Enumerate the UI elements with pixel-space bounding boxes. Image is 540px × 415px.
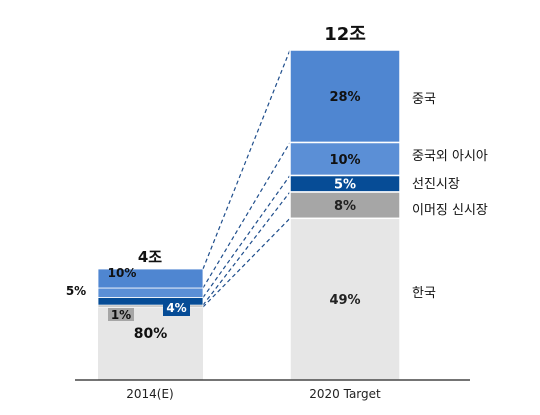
x-tick-label-2014: 2014(E) <box>126 387 173 401</box>
data-label-2014-korea: 80% <box>134 326 168 342</box>
legend-label-1: 이머징 신시장 <box>412 203 488 218</box>
data-label-2020-0: 49% <box>329 293 360 308</box>
connector-line-4 <box>202 217 291 308</box>
legend: 한국 이머징 신시장 선진시장 중국외 아시아 중국 <box>412 92 488 301</box>
bar-2020-3 <box>289 141 401 177</box>
connector-line-1 <box>202 142 291 289</box>
data-label-2014-advanced: 4% <box>166 301 186 315</box>
bar-segments <box>97 49 401 381</box>
legend-label-0: 한국 <box>412 286 436 301</box>
legend-label-3: 중국외 아시아 <box>412 149 488 164</box>
connector-line-0 <box>202 49 291 270</box>
data-label-2014-asia: 5% <box>66 284 86 298</box>
data-label-2020-2: 5% <box>334 178 356 193</box>
connector-line-2 <box>202 175 291 298</box>
data-label-2020-1: 8% <box>334 199 356 214</box>
data-label-2014-china: 10% <box>108 266 137 280</box>
bar-2014-3 <box>97 287 204 298</box>
data-label-2014-emerging: 1% <box>111 308 131 322</box>
bar-2014-4 <box>97 268 204 289</box>
x-tick-label-2020: 2020 Target <box>309 387 381 401</box>
label-box-2014-emerging <box>108 308 134 321</box>
bar-2020-4 <box>289 49 401 144</box>
connector-lines <box>202 49 291 308</box>
total-label-2020: 12조 <box>324 24 366 45</box>
label-box-2014-advanced <box>163 298 190 316</box>
legend-label-4: 중국 <box>412 92 436 107</box>
data-label-2020-3: 10% <box>329 153 360 168</box>
legend-label-2: 선진시장 <box>412 177 460 192</box>
connector-line-3 <box>202 191 291 306</box>
data-label-2020-4: 28% <box>329 90 360 105</box>
total-label-2014: 4조 <box>138 248 162 266</box>
segment-labels: 49% 8% 5% 10% 28% 80% 10% 1% 4% 5% <box>66 90 361 342</box>
